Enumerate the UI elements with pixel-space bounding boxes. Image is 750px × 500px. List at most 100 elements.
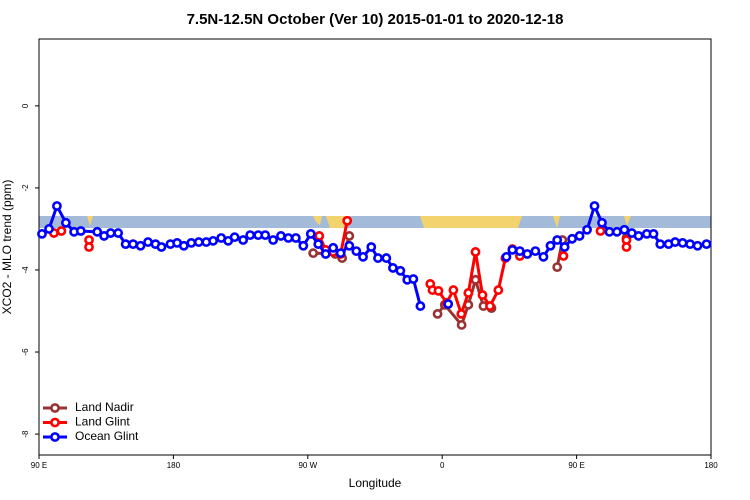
x-tick-label: 90 W — [298, 461, 317, 470]
data-point — [621, 242, 632, 252]
land-patch — [420, 216, 522, 228]
land-patch — [313, 216, 322, 225]
data-point — [276, 231, 286, 241]
data-point — [113, 228, 124, 238]
legend-marker — [50, 417, 60, 428]
data-point — [463, 288, 474, 298]
data-point — [245, 230, 256, 241]
legend-marker — [50, 432, 60, 442]
data-point — [530, 246, 541, 257]
data-point — [485, 301, 495, 311]
x-axis-label: Longitude — [349, 476, 402, 490]
data-point — [120, 239, 131, 250]
x-tick-label: 0 — [440, 461, 445, 470]
data-point — [44, 224, 54, 234]
data-point — [470, 274, 481, 285]
data-point — [493, 285, 504, 295]
data-point — [305, 228, 316, 239]
data-point — [373, 253, 383, 263]
data-point — [432, 308, 443, 319]
data-point — [178, 240, 189, 251]
data-point — [283, 233, 294, 243]
legend-marker — [50, 403, 60, 413]
data-point — [156, 242, 167, 252]
data-point — [37, 228, 47, 239]
data-point — [388, 263, 398, 273]
plot-frame — [38, 38, 712, 456]
data-point — [677, 237, 688, 248]
data-point — [545, 240, 556, 251]
data-point — [612, 226, 622, 237]
land-patch — [553, 216, 560, 228]
data-point — [514, 246, 525, 257]
x-tick-label: 90 E — [568, 461, 584, 470]
data-point — [456, 308, 467, 319]
x-tick-label: 180 — [704, 461, 718, 470]
data-point — [135, 240, 146, 251]
land-mask — [39, 216, 711, 228]
land-patch — [624, 216, 631, 226]
data-point — [567, 233, 578, 244]
data-point — [574, 231, 585, 241]
data-point — [692, 240, 703, 251]
data-point — [208, 235, 219, 246]
x-tick-label: 90 E — [31, 461, 47, 470]
data-point — [56, 226, 67, 236]
data-point — [105, 228, 116, 238]
data-point — [260, 230, 271, 241]
data-point — [448, 285, 459, 295]
data-point — [559, 242, 570, 252]
data-point — [313, 239, 324, 250]
y-tick-label: -6 — [21, 348, 30, 356]
legend-label: Ocean Glint — [75, 429, 139, 443]
data-point — [366, 242, 377, 252]
data-point — [92, 226, 103, 237]
data-point — [229, 232, 240, 243]
data-point — [408, 274, 419, 284]
data-point — [60, 217, 71, 228]
data-point — [314, 231, 325, 241]
data-point — [670, 237, 681, 247]
land-patch — [326, 216, 346, 228]
x-tick-label: 180 — [167, 461, 181, 470]
data-point — [685, 239, 695, 250]
data-point — [186, 237, 197, 248]
data-point — [290, 233, 301, 243]
data-point — [456, 320, 467, 330]
y-tick-label: 0 — [21, 103, 30, 108]
data-point — [655, 239, 666, 250]
data-point — [582, 224, 592, 235]
data-point — [328, 242, 339, 253]
data-point — [344, 240, 355, 251]
data-point — [298, 240, 309, 251]
data-point — [507, 244, 518, 255]
data-point — [84, 242, 94, 252]
data-point — [344, 231, 355, 241]
data-point — [143, 237, 153, 247]
data-point — [552, 235, 563, 245]
data-point — [648, 228, 659, 239]
y-tick-label: -8 — [21, 430, 30, 438]
data-point — [477, 290, 488, 300]
data-point — [597, 217, 607, 228]
data-point — [470, 247, 481, 257]
data-point — [589, 201, 600, 211]
data-point — [75, 226, 86, 236]
data-point — [358, 251, 368, 262]
data-point — [335, 248, 346, 259]
data-point — [395, 265, 406, 276]
data-point — [552, 262, 563, 273]
data-point — [381, 253, 392, 263]
data-point — [342, 215, 353, 226]
legend-label: Land Glint — [75, 415, 130, 429]
data-point — [52, 201, 62, 211]
mask-band — [39, 216, 711, 228]
chart-title: 7.5N-12.5N October (Ver 10) 2015-01-01 t… — [187, 11, 564, 28]
data-point — [619, 224, 630, 235]
data-point — [415, 301, 426, 311]
data-point — [604, 226, 615, 237]
data-point — [501, 251, 512, 262]
data-point — [443, 299, 454, 309]
data-point — [308, 248, 319, 259]
data-point — [633, 231, 644, 241]
